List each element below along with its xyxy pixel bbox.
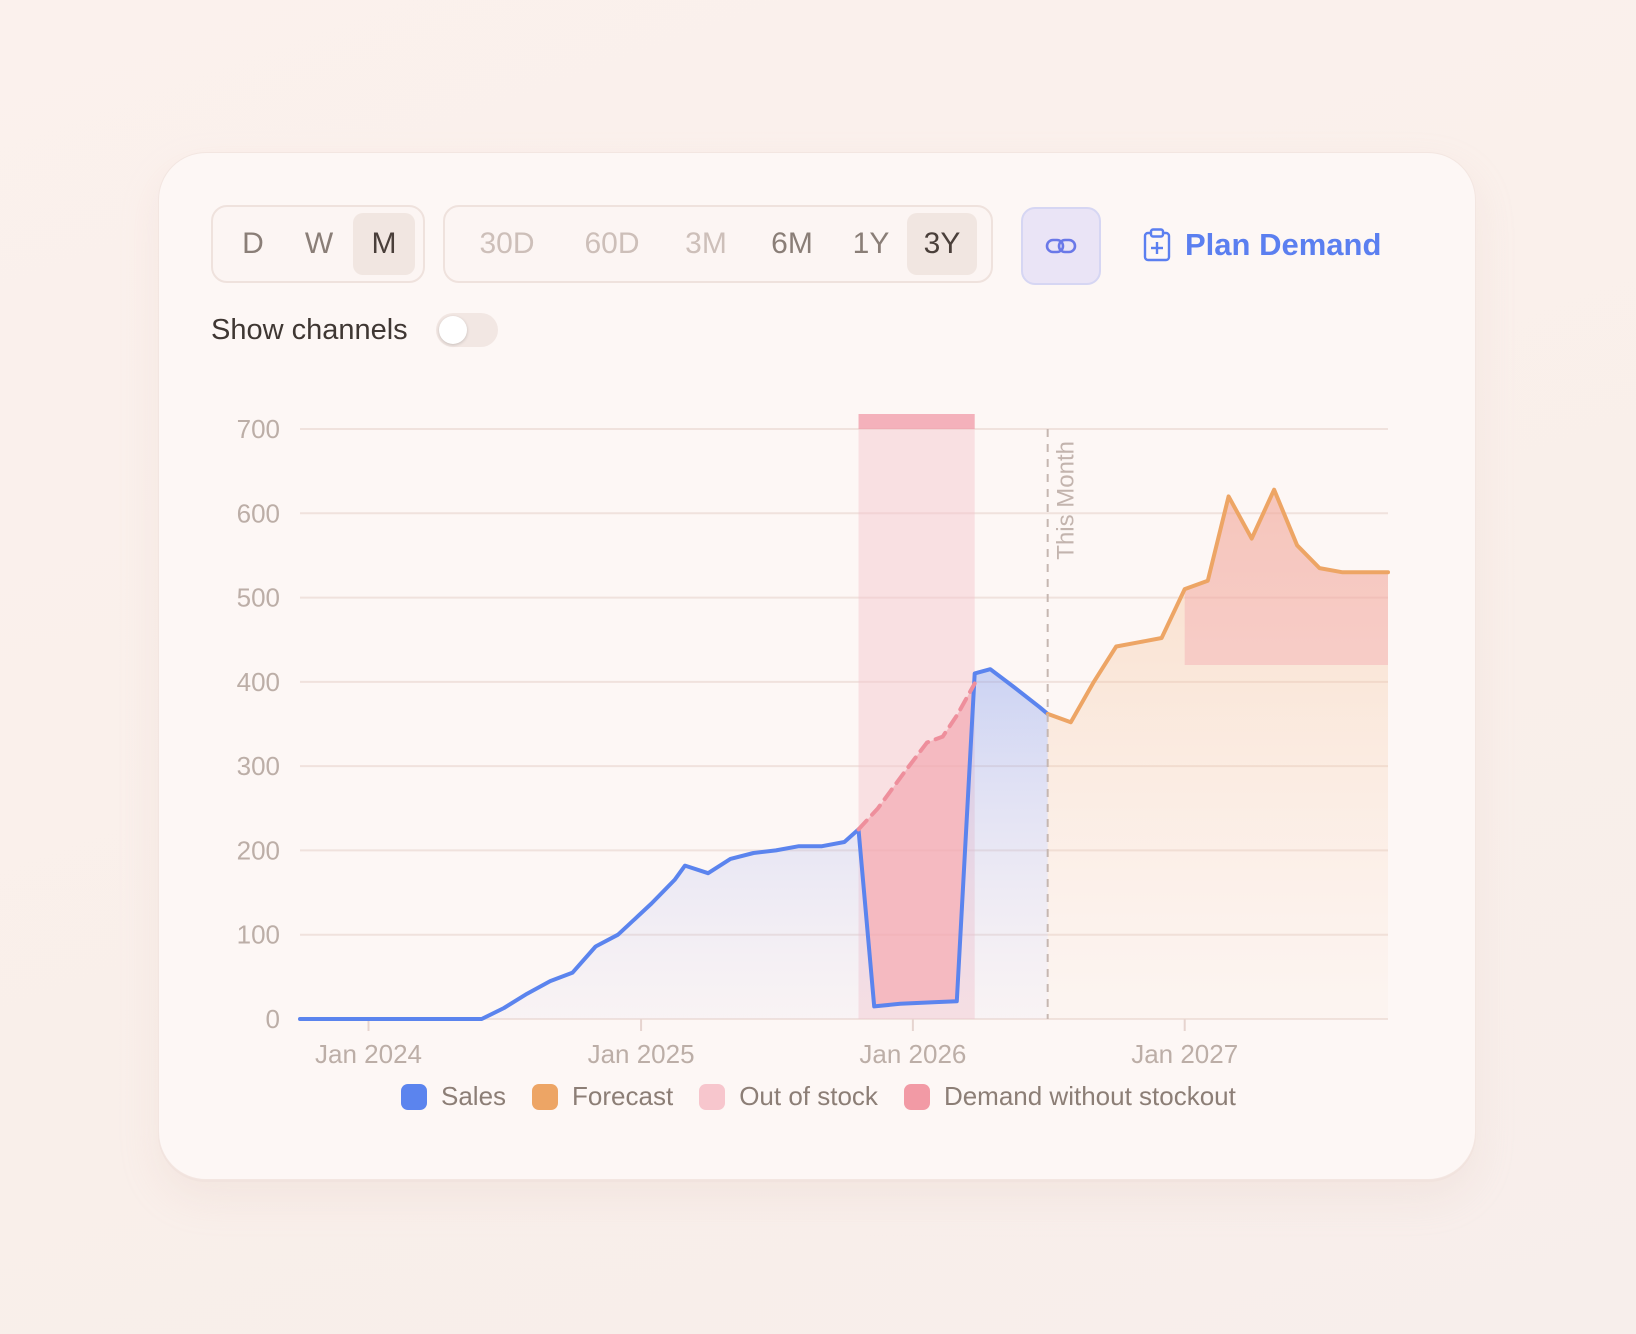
y-tick-label-7: 700	[237, 414, 280, 444]
legend-swatch-out-of-stock	[699, 1083, 726, 1110]
y-tick-label-4: 400	[237, 667, 280, 697]
forecast-area	[1047, 489, 1388, 1019]
forecast-upper-band	[1184, 489, 1388, 665]
legend-label-sales: Sales	[441, 1081, 507, 1111]
this-month-label: This Month	[1053, 441, 1080, 560]
x-tick-label-0: Jan 2024	[315, 1039, 422, 1069]
forecast-line	[1045, 487, 1390, 725]
range-60d-button[interactable]: 60D	[584, 227, 640, 260]
y-tick-label-0: 0	[266, 1004, 280, 1034]
demand-chart: 0 100 200 300 400 500 600 700 Jan 2024 Jan 2025 Ja…	[237, 414, 1390, 1069]
y-tick-label-3: 300	[237, 751, 280, 781]
demand-without-stockout-area	[858, 673, 975, 1007]
x-tick-label-1: Jan 2025	[588, 1039, 695, 1069]
sales-area	[300, 669, 1048, 1019]
plan-demand-button[interactable]: Plan Demand	[1143, 219, 1381, 271]
range-6m-button[interactable]: 6M	[771, 227, 813, 260]
legend-label-demand-without-stockout: Demand without stockout	[943, 1081, 1236, 1111]
show-channels-label: Show channels	[211, 313, 408, 346]
x-tick-label-2: Jan 2026	[859, 1039, 966, 1069]
legend-item-forecast[interactable]: Forecast	[532, 1081, 673, 1112]
toggle-knob	[438, 316, 467, 344]
range-3m-button[interactable]: 3M	[685, 227, 727, 260]
link-button[interactable]	[1021, 207, 1101, 285]
range-1y-button[interactable]: 1Y	[852, 227, 890, 260]
link-icon	[1045, 238, 1077, 254]
chart-legend: Sales Forecast Out of stock Demand witho…	[401, 1081, 1236, 1112]
legend-label-forecast: Forecast	[572, 1081, 674, 1111]
range-30d-button[interactable]: 30D	[479, 227, 535, 260]
range-selector: 30D 60D 3M 6M 1Y 3Y	[443, 205, 993, 283]
out-of-stock-band-cap	[858, 414, 975, 429]
clipboard-plus-icon	[1143, 228, 1171, 262]
legend-item-sales[interactable]: Sales	[401, 1081, 506, 1112]
sales-line	[298, 667, 1050, 1021]
legend-swatch-demand-without-stockout	[903, 1083, 930, 1110]
legend-swatch-sales	[401, 1083, 427, 1110]
granularity-week-button[interactable]: W	[304, 227, 334, 260]
plan-demand-label: Plan Demand	[1185, 227, 1382, 262]
legend-item-demand-without-stockout[interactable]: Demand without stockout	[903, 1081, 1236, 1112]
legend-item-out-of-stock[interactable]: Out of stock	[699, 1081, 878, 1112]
legend-label-out-of-stock: Out of stock	[739, 1081, 878, 1111]
y-tick-label-1: 100	[237, 920, 280, 950]
legend-swatch-forecast	[532, 1083, 559, 1110]
granularity-month-button[interactable]: M	[353, 213, 415, 275]
show-channels-toggle[interactable]	[435, 313, 498, 347]
x-tick-label-3: Jan 2027	[1131, 1039, 1238, 1069]
y-tick-label-6: 600	[237, 498, 280, 528]
y-tick-label-5: 500	[237, 583, 280, 613]
y-tick-label-2: 200	[237, 835, 280, 865]
demand-without-stockout-line	[856, 681, 977, 832]
granularity-selector: D W M	[211, 205, 425, 283]
demand-chart-card: D W M 30D 60D 3M 6M 1Y 3Y Plan Demand Sh…	[158, 152, 1476, 1180]
range-3y-button[interactable]: 3Y	[907, 213, 977, 275]
show-channels-row: Show channels	[211, 313, 498, 347]
granularity-day-button[interactable]: D	[242, 227, 264, 260]
